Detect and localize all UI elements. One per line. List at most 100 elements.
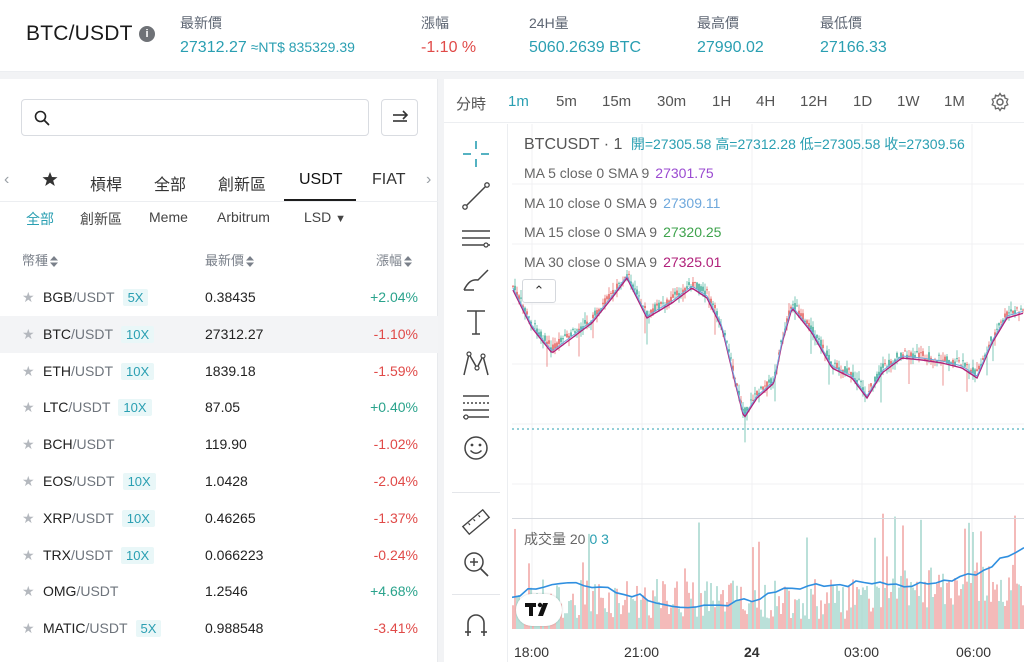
- gear-icon[interactable]: [990, 92, 1010, 112]
- volume-bar: [776, 606, 778, 629]
- chart-canvas[interactable]: [512, 124, 1024, 662]
- volume-bar: [986, 595, 988, 629]
- interval-1w[interactable]: 1W: [897, 93, 920, 110]
- ruler-icon[interactable]: [460, 506, 492, 538]
- list-item[interactable]: ★ BCH/USDT 119.90 -1.02%: [0, 426, 438, 463]
- candle-body: [978, 365, 980, 370]
- candle-body: [754, 393, 756, 395]
- collapse-legend-button[interactable]: ⌃: [522, 279, 556, 303]
- tab-innovation[interactable]: 創新區: [218, 177, 267, 194]
- star-icon[interactable]: ★: [22, 583, 35, 600]
- subtab-all[interactable]: 全部: [26, 211, 54, 227]
- candle-body: [964, 362, 966, 367]
- pane-divider[interactable]: [512, 518, 1024, 519]
- star-icon[interactable]: ★: [22, 325, 35, 342]
- interval-30m[interactable]: 30m: [657, 93, 687, 110]
- symbol: ETH/USDT 10X: [43, 362, 155, 380]
- candle-body: [904, 350, 906, 352]
- candle-body: [826, 350, 828, 357]
- interval-12h[interactable]: 12H: [800, 93, 828, 110]
- pattern-icon[interactable]: [460, 348, 492, 380]
- fib-retracement-icon[interactable]: [460, 390, 492, 422]
- list-item[interactable]: ★ XRP/USDT 10X 0.46265 -1.37%: [0, 500, 438, 537]
- trend-line-icon[interactable]: [460, 180, 492, 212]
- volume-bar: [774, 580, 776, 629]
- magnet-icon[interactable]: [460, 610, 492, 642]
- last-price: 27312.27: [205, 325, 264, 342]
- subtab-innovation[interactable]: 創新區: [80, 211, 122, 227]
- ma-value: 27320.25: [663, 224, 722, 240]
- tab-usdt[interactable]: USDT: [299, 171, 343, 188]
- interval-15m[interactable]: 15m: [602, 93, 632, 110]
- column-header-coin[interactable]: 幣種: [22, 250, 59, 269]
- volume-bar: [638, 617, 640, 629]
- candle-body: [566, 333, 568, 338]
- price-chart[interactable]: BTCUSDT · 1 開=27305.58 高=27312.28 低=2730…: [512, 124, 1024, 662]
- candle-body: [514, 285, 516, 291]
- tab-fiat[interactable]: FIAT: [372, 171, 406, 188]
- brush-icon[interactable]: [460, 264, 492, 296]
- interval-1d[interactable]: 1D: [853, 93, 873, 110]
- volume-bar: [864, 589, 866, 629]
- search-input[interactable]: [21, 99, 369, 136]
- candle-body: [912, 353, 914, 360]
- volume-bar: [644, 587, 646, 629]
- volume-bar: [732, 580, 734, 629]
- volume-bar: [680, 612, 682, 629]
- list-item[interactable]: ★ BGB/USDT 5X 0.38435 +2.04%: [0, 279, 438, 316]
- pair-title[interactable]: BTC/USDT: [26, 22, 133, 45]
- zoom-in-icon[interactable]: [460, 548, 492, 580]
- volume-bar: [818, 618, 820, 629]
- volume-bar: [978, 600, 980, 629]
- tab-all[interactable]: 全部: [154, 177, 187, 194]
- chevron-left-icon[interactable]: ‹: [4, 171, 10, 188]
- interval-1m[interactable]: 1m: [508, 93, 529, 110]
- tab-favorites[interactable]: [42, 171, 58, 192]
- crosshair-icon[interactable]: [460, 138, 492, 170]
- interval-timeline[interactable]: 分時: [456, 96, 487, 113]
- volume-bar: [1010, 590, 1012, 629]
- swap-button[interactable]: [381, 99, 418, 136]
- list-item[interactable]: ★ TRX/USDT 10X 0.066223 -0.24%: [0, 537, 438, 574]
- interval-4h[interactable]: 4H: [756, 93, 776, 110]
- list-item[interactable]: ★ OMG/USDT 1.2546 +4.68%: [0, 573, 438, 610]
- star-icon[interactable]: ★: [22, 399, 35, 416]
- divider: [0, 201, 438, 202]
- volume-bar: [910, 582, 912, 629]
- volume-bar: [702, 615, 704, 629]
- volume-bar: [836, 585, 838, 629]
- star-icon[interactable]: ★: [22, 362, 35, 379]
- star-icon[interactable]: ★: [22, 546, 35, 563]
- emoji-icon[interactable]: [460, 432, 492, 464]
- tradingview-logo[interactable]: [516, 594, 562, 626]
- list-item[interactable]: ★ EOS/USDT 10X 1.0428 -2.04%: [0, 463, 438, 500]
- chevron-right-icon[interactable]: ›: [426, 171, 432, 188]
- text-tool-icon[interactable]: [460, 306, 492, 338]
- tab-margin[interactable]: 槓桿: [90, 177, 123, 194]
- column-header-price[interactable]: 最新價: [205, 250, 255, 269]
- star-icon[interactable]: ★: [22, 472, 35, 489]
- subtab-lsd[interactable]: LSD ▼: [304, 209, 346, 225]
- star-icon[interactable]: ★: [22, 620, 35, 637]
- candle-body: [944, 356, 946, 362]
- interval-5m[interactable]: 5m: [556, 93, 577, 110]
- last-price: 0.066223: [205, 546, 264, 563]
- star-icon[interactable]: ★: [22, 289, 35, 305]
- list-item[interactable]: ★ MATIC/USDT 5X 0.988548 -3.41%: [0, 610, 438, 647]
- info-icon[interactable]: i: [139, 26, 155, 42]
- interval-1h[interactable]: 1H: [712, 93, 732, 110]
- subtab-arbitrum[interactable]: Arbitrum: [217, 209, 270, 225]
- star-icon[interactable]: ★: [22, 509, 35, 526]
- column-header-change[interactable]: 漲幅: [376, 250, 413, 269]
- star-icon[interactable]: ★: [22, 436, 35, 453]
- subtab-meme[interactable]: Meme: [149, 209, 188, 225]
- interval-1mo[interactable]: 1M: [944, 93, 965, 110]
- list-item[interactable]: ★ BTC/USDT 10X 27312.27 -1.10%: [0, 315, 438, 353]
- list-item[interactable]: ★ LTC/USDT 10X 87.05 +0.40%: [0, 389, 438, 426]
- horizontal-lines-icon[interactable]: [460, 222, 492, 254]
- list-item[interactable]: ★ ETH/USDT 10X 1839.18 -1.59%: [0, 353, 438, 390]
- stat-volume: 24H量 5060.2639 BTC: [529, 13, 641, 57]
- volume-bar: [984, 600, 986, 629]
- volume-bar: [738, 600, 740, 629]
- volume-bar: [600, 597, 602, 629]
